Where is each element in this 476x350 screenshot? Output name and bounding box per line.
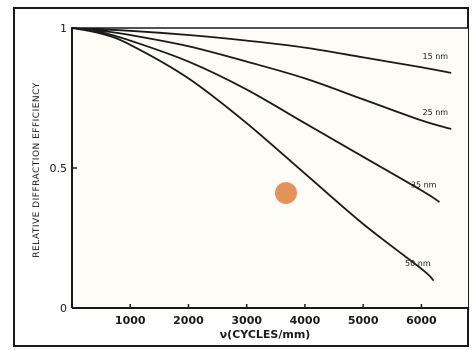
y-tick-label: 0.5 xyxy=(50,162,68,175)
stain-spot xyxy=(275,182,297,204)
series-label-25-nm: 25 nm xyxy=(423,108,449,117)
x-ticks: 1000 2000 3000 4000 5000 6000 xyxy=(115,304,437,327)
series-line-50-nm xyxy=(71,27,434,281)
series-labels: 15 nm 25 nm 35 nm 50 nm xyxy=(405,52,448,268)
x-tick-label: 6000 xyxy=(406,314,437,327)
x-axis-label: ν(CYCLES/mm) xyxy=(220,328,311,341)
x-tick-label: 5000 xyxy=(348,314,379,327)
x-tick-label: 3000 xyxy=(231,314,262,327)
x-tick-label: 4000 xyxy=(290,314,321,327)
y-tick-label: 0 xyxy=(60,302,67,315)
series-lines xyxy=(71,27,452,281)
series-line-35-nm xyxy=(71,27,440,203)
x-tick-label: 1000 xyxy=(115,314,146,327)
y-tick-label: 1 xyxy=(60,22,67,35)
series-label-35-nm: 35 nm xyxy=(411,181,437,190)
y-axis-label: RELATIVE DIFFRACTION EFFICIENCY xyxy=(32,82,42,258)
series-line-15-nm xyxy=(71,27,452,74)
series-label-50-nm: 50 nm xyxy=(405,259,431,268)
x-tick-label: 2000 xyxy=(173,314,204,327)
series-line-25-nm xyxy=(71,27,452,130)
series-label-15-nm: 15 nm xyxy=(423,52,449,61)
plot-area xyxy=(72,28,468,308)
